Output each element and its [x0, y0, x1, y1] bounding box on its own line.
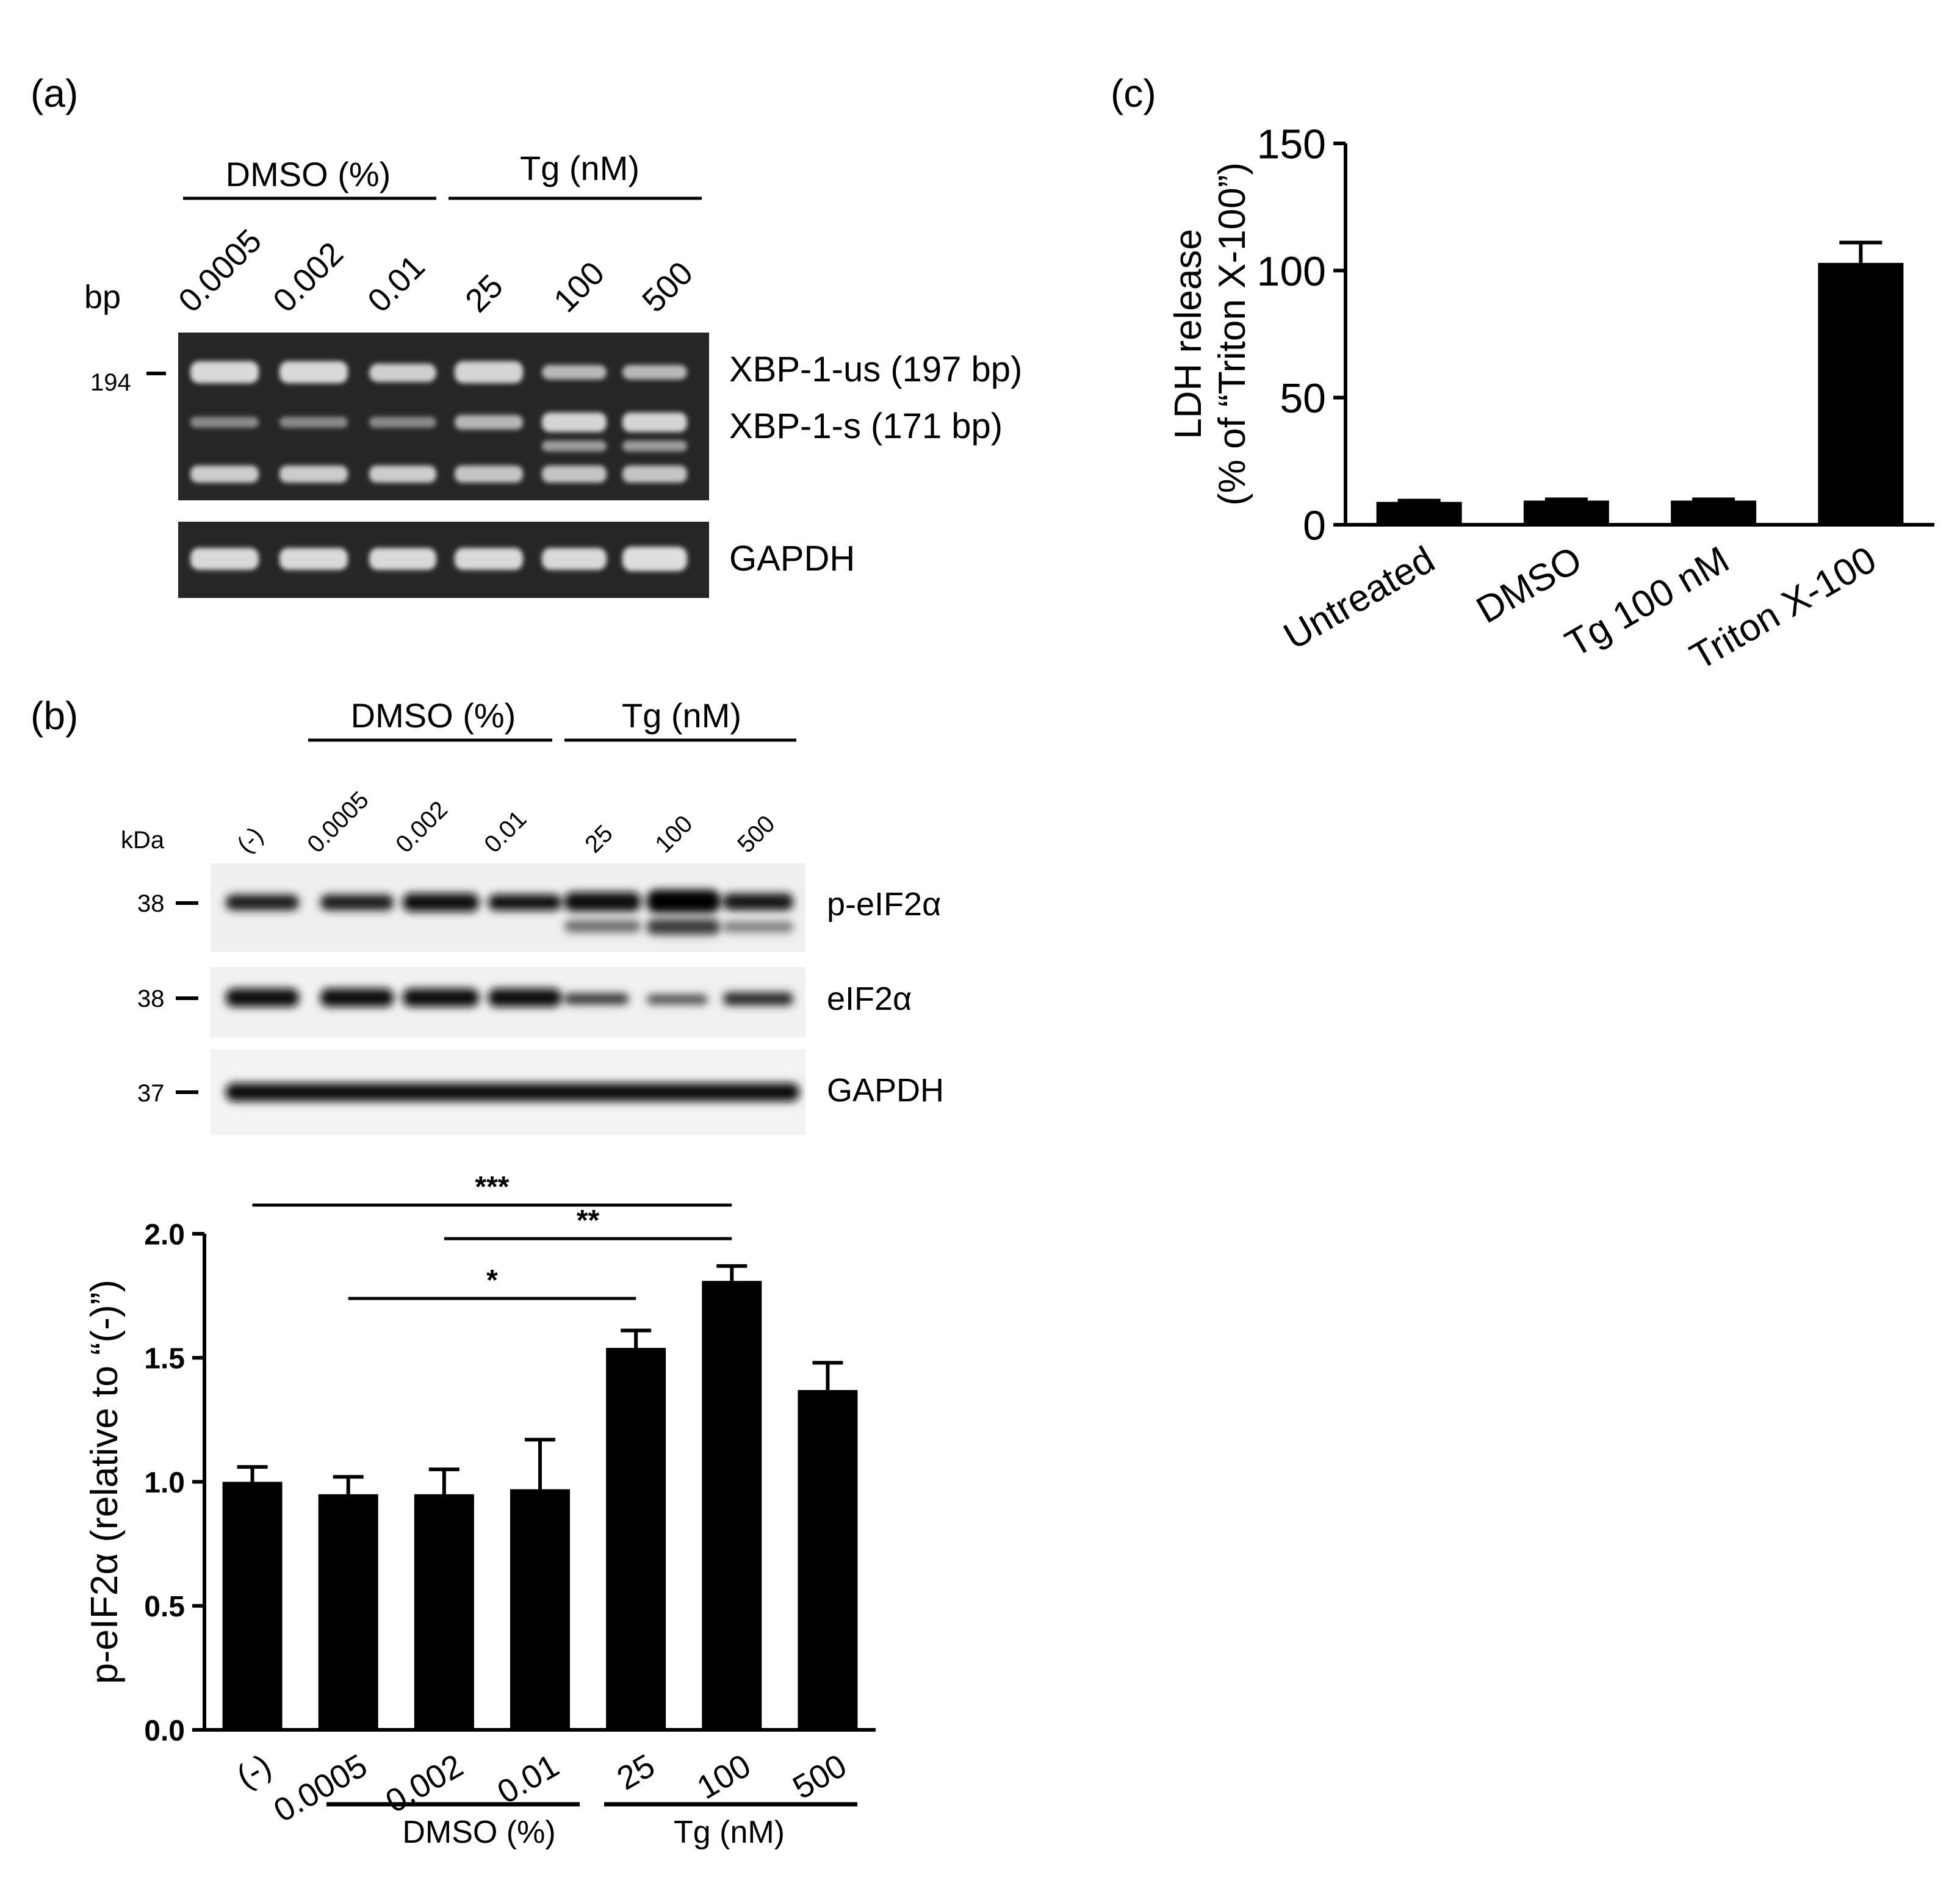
blot-label-eif2a: eIF2α: [827, 981, 912, 1017]
blot-lane-label: 100: [650, 810, 697, 858]
chart-b-group-tg-label: Tg (nM): [674, 1815, 785, 1850]
blot-lane-label: 0.01: [479, 805, 531, 858]
x-tick-label: DMSO: [1469, 538, 1589, 632]
gel-marker-label: 194: [90, 369, 131, 396]
panel-b: (b) DMSO (%) Tg (nM) kDa (-) 0.0005 0.00…: [31, 694, 944, 1850]
chart-b-group-dmso-label: DMSO (%): [402, 1815, 555, 1850]
y-tick-label: 1.0: [144, 1467, 185, 1499]
blot-lane-labels: (-) 0.0005 0.002 0.01 25 100 500: [232, 787, 780, 859]
gel-lane-label: 0.002: [266, 236, 350, 320]
blot-marker-label: 38: [137, 890, 165, 917]
bar: [222, 1482, 283, 1730]
y-axis-title: LDH release: [1167, 229, 1209, 439]
blot-lane-label: (-): [232, 822, 268, 858]
y-axis-title: (% of “Triton X-100”): [1211, 162, 1253, 506]
blot-label-gapdh: GAPDH: [827, 1072, 944, 1109]
blot-group-dmso-label: DMSO (%): [351, 696, 516, 735]
gel-group-tg-label: Tg (nM): [520, 149, 640, 187]
x-tick-label: 0.002: [380, 1747, 469, 1820]
p-eif2a-blot-image: [211, 863, 805, 952]
x-tick-label: 0.01: [491, 1747, 565, 1811]
significance-label: ***: [475, 1171, 509, 1203]
blot-lane-label: 25: [580, 820, 618, 859]
y-tick-label: 100: [1257, 248, 1326, 295]
band-label-xbp1-us: XBP-1-us (197 bp): [729, 350, 1022, 389]
blot-marker-label: 37: [137, 1080, 165, 1107]
x-tick-label: 0.0005: [268, 1747, 373, 1829]
bar: [798, 1390, 858, 1730]
panel-b-label: (b): [31, 694, 78, 738]
bar: [1671, 500, 1757, 525]
panel-a-label: (a): [31, 71, 78, 115]
y-tick-label: 0: [1303, 502, 1326, 549]
gel-lane-label: 100: [547, 254, 611, 319]
xbp1-gel-image: [178, 333, 709, 500]
bar: [702, 1281, 762, 1730]
blot-group-tg-label: Tg (nM): [622, 696, 741, 735]
blot-unit-label: kDa: [121, 827, 165, 854]
significance-label: *: [486, 1264, 498, 1297]
y-axis-title: p-eIF2α (relative to “(-)”): [84, 1280, 126, 1684]
panel-a: (a) DMSO (%) Tg (nM) bp 0.0005 0.002 0.0…: [31, 71, 1022, 598]
blot-lane-label: 500: [732, 810, 780, 858]
gel-lane-label: 500: [635, 254, 700, 319]
blot-marker-label: 38: [137, 985, 165, 1012]
band-label-xbp1-s: XBP-1-s (171 bp): [729, 406, 1003, 446]
y-tick-label: 50: [1280, 375, 1326, 422]
bar: [606, 1347, 666, 1730]
bar: [318, 1494, 378, 1730]
gel-group-dmso-label: DMSO (%): [226, 155, 391, 193]
gel-unit-label: bp: [84, 279, 121, 315]
y-tick-label: 0.0: [144, 1715, 185, 1747]
y-tick-label: 1.5: [144, 1343, 185, 1375]
blot-lane-label: 0.002: [391, 796, 453, 858]
bar: [510, 1489, 570, 1730]
x-tick-label: 25: [611, 1747, 661, 1797]
x-tick-label: 100: [691, 1747, 757, 1806]
bar: [1376, 502, 1462, 525]
blot-label-p-eif2a: p-eIF2α: [827, 886, 941, 923]
bar: [414, 1494, 474, 1730]
gapdh-gel-image: [178, 522, 709, 598]
panel-c-label: (c): [1111, 71, 1156, 115]
band-label-gapdh: GAPDH: [729, 539, 855, 578]
bar: [1818, 262, 1904, 525]
eif2a-blot-image: [211, 967, 805, 1037]
gel-lane-labels: 0.0005 0.002 0.01 25 100 500: [171, 222, 700, 319]
y-tick-label: 0.5: [144, 1591, 185, 1623]
y-tick-label: 2.0: [144, 1219, 185, 1251]
gel-lane-label: 0.01: [361, 248, 432, 320]
x-tick-label: (-): [231, 1747, 278, 1795]
significance-label: **: [577, 1204, 600, 1237]
bar: [1523, 500, 1609, 525]
x-tick-label: Untreated: [1277, 538, 1441, 658]
blot-lane-label: 0.0005: [302, 787, 374, 859]
gel-lane-label: 25: [458, 268, 510, 320]
chart-b: 0.0 0.5 1.0 1.5 2.0 (-)0.0005 0.002 0.01 25 100 50…: [84, 1171, 876, 1829]
gel-lane-label: 0.0005: [171, 222, 268, 319]
x-tick-label: 500: [787, 1747, 852, 1806]
y-tick-label: 150: [1257, 121, 1326, 167]
gapdh-blot-image: [211, 1050, 805, 1135]
